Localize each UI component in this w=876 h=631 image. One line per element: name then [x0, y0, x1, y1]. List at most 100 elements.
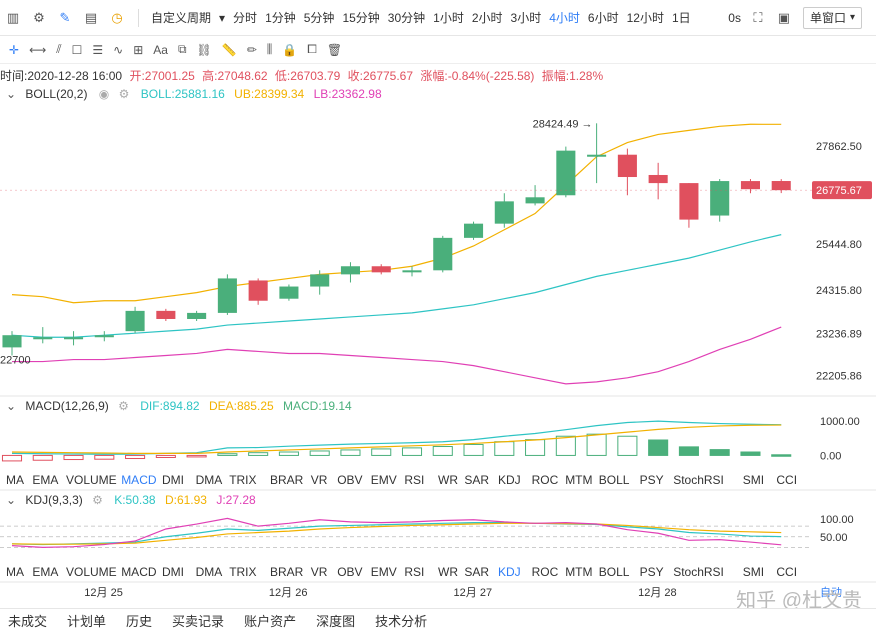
grid-icon[interactable]: ⊞ — [133, 42, 144, 57]
indicator-tab[interactable]: KDJ — [498, 565, 521, 579]
bottom-tab[interactable]: 买卖记录 — [172, 613, 225, 629]
period-tab[interactable]: 2小时 — [471, 11, 503, 25]
period-tab[interactable]: 3小时 — [510, 11, 542, 25]
indicator-tab[interactable]: MTM — [565, 565, 592, 579]
kdj-k-line — [11, 522, 782, 546]
custom-period-select[interactable]: 自定义周期 — [151, 11, 212, 25]
indicator-tab[interactable]: SMI — [743, 473, 764, 487]
fullscreen-icon[interactable]: ⛶ — [753, 9, 763, 25]
boll-lower-line — [12, 326, 782, 385]
indicator-tab[interactable]: VOLUME — [66, 565, 117, 579]
period-tab[interactable]: 30分钟 — [387, 11, 426, 25]
bottom-tab[interactable]: 未成交 — [8, 613, 48, 629]
period-tab[interactable]: 1分钟 — [265, 11, 296, 25]
crosshair-icon[interactable]: ✛ — [9, 42, 20, 57]
indicator-tab[interactable]: PSY — [640, 473, 664, 487]
kdj-k-value: K:50.38 — [114, 493, 156, 507]
lines-icon[interactable]: ☰ — [92, 42, 104, 57]
chevron-down-icon: ⌄ — [6, 87, 16, 101]
trash-icon[interactable]: 🗑 — [326, 42, 343, 57]
pattern-icon[interactable]: ⧉ — [177, 42, 187, 56]
indicator-tab[interactable]: VOLUME — [66, 473, 117, 487]
indicator-tab[interactable]: WR — [438, 565, 458, 579]
period-tab[interactable]: 12小时 — [626, 11, 664, 25]
indicator-tab[interactable]: TRIX — [229, 473, 256, 487]
eye-icon: ◉ — [99, 87, 109, 101]
indicator-tab[interactable]: SAR — [464, 565, 489, 579]
period-tab[interactable]: 1小时 — [433, 11, 464, 25]
indicator-tab[interactable]: ROC — [532, 565, 559, 579]
indicator-tab[interactable]: StochRSI — [673, 473, 724, 487]
indicator-tab[interactable]: DMI — [162, 565, 184, 579]
auto-scale-button[interactable]: 自动 — [820, 586, 842, 599]
indicator-tab[interactable]: EMV — [371, 473, 397, 487]
period-tab[interactable]: 分时 — [233, 11, 258, 25]
indicator-tab[interactable]: BOLL — [599, 565, 630, 579]
indicator-tab[interactable]: MA — [6, 473, 24, 487]
indicator-tab[interactable]: DMA — [196, 473, 223, 487]
link-icon[interactable]: ⛓ — [196, 42, 212, 57]
pencil-icon[interactable]: ✏ — [246, 42, 257, 57]
calendar-icon[interactable]: ▤ — [84, 9, 98, 25]
indicator-tab[interactable]: MTM — [565, 473, 592, 487]
clock-icon[interactable]: ◷ — [111, 9, 123, 25]
lock-icon[interactable]: 🔒 — [282, 42, 298, 57]
rectangle-icon[interactable]: ☐ — [71, 42, 83, 57]
min-price-annotation: 22700 — [0, 354, 31, 366]
bottom-tab[interactable]: 深度图 — [316, 613, 356, 629]
candle-body — [371, 266, 391, 273]
ray-icon[interactable]: ⫽ — [56, 42, 62, 56]
indicator-tab[interactable]: BRAR — [270, 473, 304, 487]
indicator-tab[interactable]: OBV — [337, 473, 362, 487]
ruler-icon[interactable]: 📏 — [221, 42, 237, 57]
indicator-tab[interactable]: EMV — [371, 565, 397, 579]
horizontal-line-icon[interactable]: ⟷ — [29, 42, 47, 57]
pen-icon[interactable]: ✎ — [59, 9, 71, 25]
period-tab[interactable]: 4小时 — [549, 11, 580, 25]
indicator-tab[interactable]: CCI — [776, 565, 797, 579]
indicator-tab[interactable]: SAR — [464, 473, 489, 487]
text-tool[interactable]: Aa — [153, 42, 168, 57]
fib-icon[interactable]: ⫼ — [266, 42, 273, 56]
indicator-tab[interactable]: DMA — [196, 565, 223, 579]
chart-icon[interactable]: ▥ — [6, 9, 20, 25]
period-tab[interactable]: 15分钟 — [342, 11, 380, 25]
wave-icon[interactable]: ∿ — [113, 42, 124, 57]
copy-icon[interactable]: ⧠ — [307, 42, 317, 56]
kdj-name: KDJ(9,3,3) — [25, 493, 82, 507]
indicator-tab[interactable]: RSI — [404, 473, 424, 487]
indicator-tab[interactable]: PSY — [640, 565, 664, 579]
indicator-tab[interactable]: VR — [311, 565, 328, 579]
period-tab[interactable]: 1日 — [671, 11, 691, 25]
indicator-tab[interactable]: ROC — [532, 473, 559, 487]
indicator-tab[interactable]: TRIX — [229, 565, 256, 579]
indicator-tab[interactable]: RSI — [404, 565, 424, 579]
bottom-tab[interactable]: 技术分析 — [375, 613, 428, 629]
candle-body — [587, 154, 607, 157]
indicator-tab[interactable]: StochRSI — [673, 565, 724, 579]
indicator-tab[interactable]: BRAR — [270, 565, 304, 579]
indicator-tab[interactable]: MACD — [121, 473, 157, 487]
indicator-tab[interactable]: BOLL — [599, 473, 630, 487]
indicator-tab[interactable]: SMI — [743, 565, 764, 579]
indicator-tab[interactable]: EMA — [32, 473, 58, 487]
period-tab[interactable]: 5分钟 — [303, 11, 335, 25]
indicator-tab[interactable]: MACD — [121, 565, 157, 579]
bottom-tab[interactable]: 账户资产 — [244, 613, 297, 629]
indicator-tab[interactable]: WR — [438, 473, 458, 487]
indicator-tab[interactable]: CCI — [776, 473, 797, 487]
bottom-tab[interactable]: 历史 — [126, 613, 153, 629]
window-select[interactable]: 单窗口 ▾ — [802, 6, 862, 29]
settings-icon[interactable]: ⚙ — [33, 9, 45, 25]
camera-icon[interactable]: ▣ — [777, 9, 791, 25]
indicator-tab[interactable]: DMI — [162, 473, 184, 487]
bottom-tab[interactable]: 计划单 — [67, 613, 107, 629]
indicator-tab[interactable]: EMA — [32, 565, 58, 579]
kline-chart[interactable]: 时间:2020-12-28 16:00 开:27001.25 高:27048.6… — [0, 64, 876, 608]
indicator-tab[interactable]: VR — [311, 473, 328, 487]
chevron-down-icon[interactable]: ▾ — [219, 10, 226, 25]
period-tab[interactable]: 6小时 — [587, 11, 619, 25]
indicator-tab[interactable]: OBV — [337, 565, 362, 579]
indicator-tab[interactable]: KDJ — [498, 473, 521, 487]
indicator-tab[interactable]: MA — [6, 565, 24, 579]
